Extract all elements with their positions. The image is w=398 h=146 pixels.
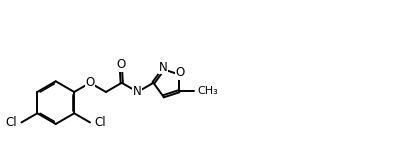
Text: O: O [116,58,125,71]
Text: N: N [159,61,168,74]
Text: Cl: Cl [94,117,106,130]
Text: Cl: Cl [6,117,18,130]
Text: O: O [176,66,185,79]
Text: O: O [86,76,95,89]
Text: N: N [133,85,141,98]
Text: CH₃: CH₃ [197,86,218,96]
Text: H: H [134,89,142,100]
